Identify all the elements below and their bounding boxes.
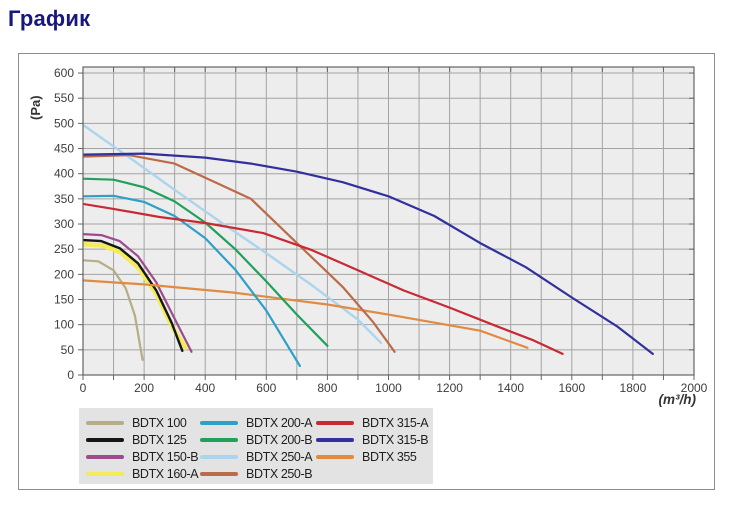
legend-swatch <box>316 437 355 442</box>
x-tick-label: 1000 <box>375 381 402 395</box>
legend-label: BDTX 160-A <box>132 466 199 481</box>
x-tick-label: 800 <box>317 381 337 395</box>
y-tick-label: 0 <box>67 368 74 382</box>
legend-item: BDTX 315-B <box>316 431 433 448</box>
legend-item: BDTX 150-B <box>86 448 200 465</box>
y-tick-label: 150 <box>54 293 74 307</box>
legend-column: BDTX 100 BDTX 125 BDTX 150-B BDTX 160-A <box>86 414 200 484</box>
legend-item: BDTX 125 <box>86 431 200 448</box>
legend-swatch <box>86 471 124 476</box>
legend-item: BDTX 200-A <box>200 414 316 431</box>
legend-label: BDTX 200-A <box>246 415 313 430</box>
legend-swatch <box>200 454 239 459</box>
legend-item: BDTX 250-A <box>200 448 316 465</box>
legend-label: BDTX 315-A <box>362 415 429 430</box>
legend-swatch <box>200 437 239 442</box>
y-tick-label: 350 <box>54 192 74 206</box>
legend-label: BDTX 150-B <box>132 449 199 464</box>
legend-column: BDTX 200-A BDTX 200-B BDTX 250-A BDTX 250-B <box>200 414 316 484</box>
legend-item: BDTX 355 <box>316 448 433 465</box>
curve-bdtx-315-a <box>83 202 564 355</box>
x-tick-label: 200 <box>134 381 154 395</box>
legend-item: BDTX 315-A <box>316 414 433 431</box>
legend-column: BDTX 315-A BDTX 315-B BDTX 355 <box>316 414 433 484</box>
legend-label: BDTX 125 <box>132 432 187 447</box>
y-tick-label: 600 <box>54 66 74 80</box>
y-tick-label: 250 <box>54 242 74 256</box>
curve-bdtx-100 <box>83 259 144 361</box>
legend-item: BDTX 200-B <box>200 431 316 448</box>
curve-bdtx-125 <box>83 238 184 352</box>
legend-swatch <box>316 454 355 459</box>
y-tick-label: 100 <box>54 318 74 332</box>
fan-performance-chart: 0 200 400 600 800 1000 1200 1400 1600 1800 2000 0 50… <box>54 66 708 395</box>
legend-item: BDTX 250-B <box>200 465 316 482</box>
legend-swatch <box>86 437 124 442</box>
x-tick-label: 1800 <box>620 381 647 395</box>
legend-label: BDTX 250-A <box>246 449 313 464</box>
curve-bdtx-355 <box>83 279 529 349</box>
legend-swatch <box>316 420 355 425</box>
y-tick-label: 450 <box>54 142 74 156</box>
legend-item: BDTX 160-A <box>86 465 200 482</box>
x-tick-label: 600 <box>256 381 276 395</box>
y-tick-label: 200 <box>54 267 74 281</box>
x-tick-label: 2000 <box>681 381 708 395</box>
y-tick-label: 50 <box>61 343 75 357</box>
curve-bdtx-250-b <box>83 153 396 353</box>
chart-panel: 0 200 400 600 800 1000 1200 1400 1600 1800 2000 0 50… <box>18 53 715 490</box>
chart-legend: BDTX 100 BDTX 125 BDTX 150-B BDTX 160-A BDTX… <box>79 408 433 484</box>
x-axis-unit-label: (m³/h) <box>658 392 697 407</box>
x-tick-label: 0 <box>80 381 87 395</box>
legend-swatch <box>200 420 239 425</box>
legend-label: BDTX 200-B <box>246 432 313 447</box>
page-title: График <box>8 6 91 31</box>
legend-label: BDTX 250-B <box>246 466 313 481</box>
x-tick-label: 400 <box>195 381 215 395</box>
y-tick-label: 400 <box>54 167 74 181</box>
curve-bdtx-150-b <box>83 233 193 353</box>
legend-label: BDTX 315-B <box>362 432 429 447</box>
curve-bdtx-315-b <box>83 152 654 355</box>
curve-bdtx-200-a <box>83 194 301 367</box>
legend-item: BDTX 100 <box>86 414 200 431</box>
y-tick-label: 500 <box>54 116 74 130</box>
legend-label: BDTX 355 <box>362 449 417 464</box>
curve-bdtx-250-a <box>83 123 383 344</box>
y-axis-unit-label: (Pa) <box>28 95 43 120</box>
legend-swatch <box>86 454 124 459</box>
legend-swatch <box>86 420 124 425</box>
legend-swatch <box>200 471 239 476</box>
y-tick-label: 550 <box>54 91 74 105</box>
x-tick-label: 1200 <box>436 381 463 395</box>
series-group <box>83 123 654 367</box>
legend-label: BDTX 100 <box>132 415 187 430</box>
y-tick-label: 300 <box>54 217 74 231</box>
x-tick-label: 1600 <box>558 381 585 395</box>
x-tick-label: 1400 <box>497 381 524 395</box>
